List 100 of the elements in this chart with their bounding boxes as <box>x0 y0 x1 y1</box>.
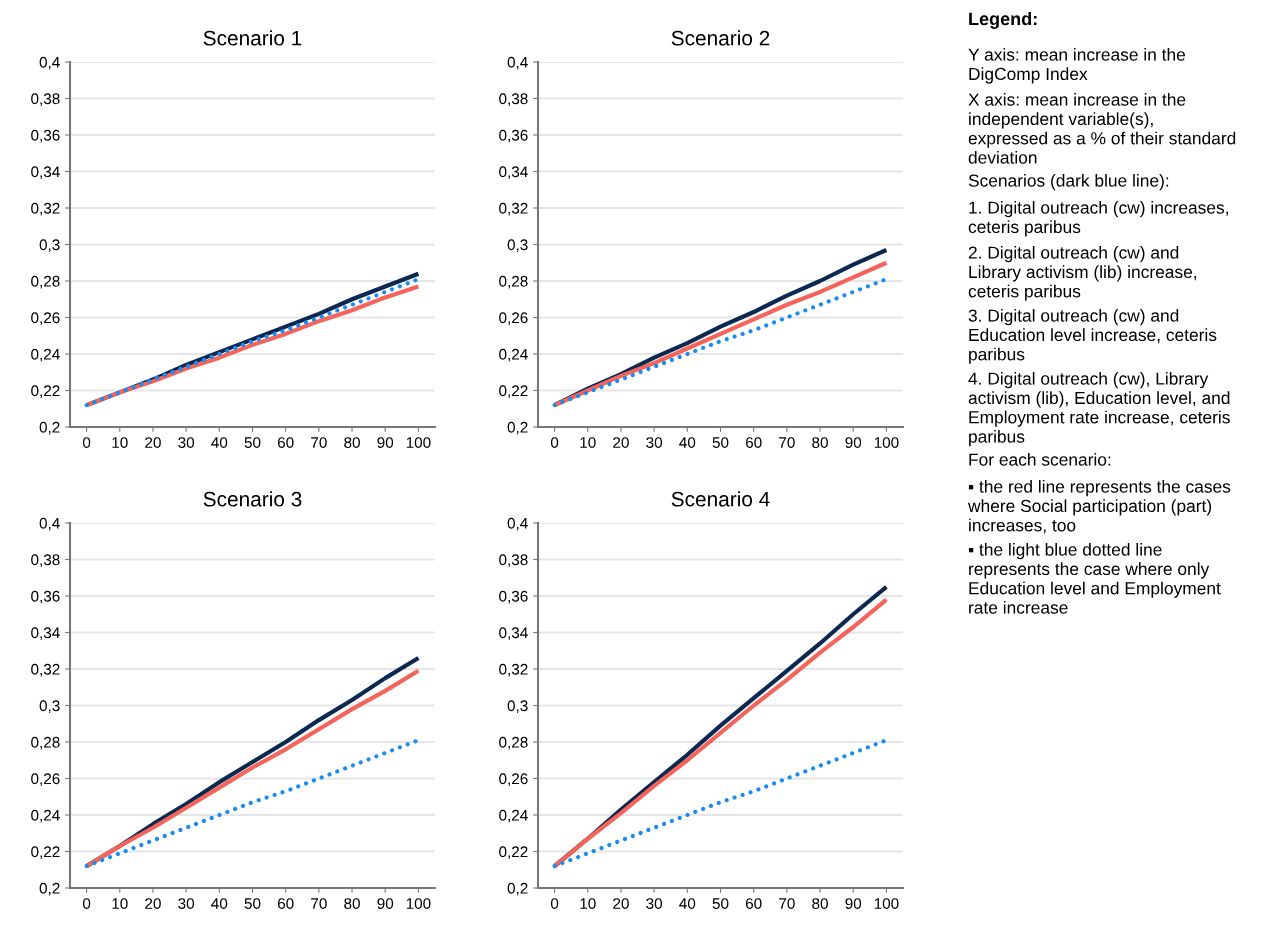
y-tick-label: 0,26 <box>499 312 528 325</box>
y-tick-label: 0,38 <box>31 93 60 106</box>
y-tick-label: 0,4 <box>507 56 528 70</box>
x-tick-label: 20 <box>145 437 161 448</box>
y-tick-label: 0,32 <box>499 663 528 677</box>
x-tick-label: 80 <box>812 898 828 909</box>
y-tick-label: 0,2 <box>507 421 528 435</box>
y-tick-label: 0,36 <box>499 590 528 604</box>
y-tick-label: 0,22 <box>499 385 528 398</box>
text: ▪ the red line represents the cases where Social participation (part) increases, too <box>967 480 1231 534</box>
y-tick-label: 0,4 <box>39 56 60 70</box>
x-tick-label: 50 <box>244 437 261 448</box>
x-tick-label: 20 <box>613 437 629 448</box>
y-tick-label: 0,24 <box>31 348 60 362</box>
text: Legend: <box>969 12 1037 29</box>
y-tick-label: 0,26 <box>499 773 528 786</box>
y-tick-label: 0,28 <box>499 275 528 289</box>
x-tick-label: 50 <box>244 898 261 909</box>
y-tick-label: 0,2 <box>39 421 60 435</box>
x-tick-label: 100 <box>874 898 899 909</box>
y-tick-label: 0,2 <box>507 882 528 896</box>
y-tick-label: 0,34 <box>31 627 60 640</box>
y-tick-label: 0,3 <box>507 239 528 252</box>
y-tick-label: 0,3 <box>39 700 60 713</box>
y-tick-label: 0,24 <box>499 348 528 362</box>
chart-title: Scenario 4 <box>671 491 770 507</box>
y-tick-label: 0,38 <box>499 554 528 567</box>
text: 2. Digital outreach (cw) and Library activism (lib) increase, ceteris paribus <box>968 246 1197 301</box>
x-tick-label: 50 <box>712 437 729 448</box>
y-tick-label: 0,2 <box>39 882 60 896</box>
y-tick-label: 0,36 <box>31 129 60 143</box>
x-tick-label: 60 <box>277 437 294 448</box>
y-tick-label: 0,36 <box>31 590 60 604</box>
y-tick-label: 0,26 <box>31 312 60 325</box>
x-tick-label: 40 <box>679 898 696 909</box>
y-tick-label: 0,4 <box>507 517 528 531</box>
x-tick-label: 10 <box>112 437 128 448</box>
x-tick-label: 0 <box>550 898 559 909</box>
x-tick-label: 30 <box>646 437 663 448</box>
x-tick-label: 80 <box>344 437 360 448</box>
x-tick-label: 0 <box>82 898 91 909</box>
x-tick-label: 10 <box>580 437 596 448</box>
chart-title: Scenario 1 <box>203 30 302 46</box>
chart-title: Scenario 3 <box>203 491 302 507</box>
x-tick-label: 70 <box>779 437 795 448</box>
y-tick-label: 0,32 <box>31 202 60 216</box>
text: Y axis: mean increase in the DigComp Index <box>968 48 1186 84</box>
y-tick-label: 0,3 <box>507 700 528 713</box>
x-tick-label: 80 <box>344 898 360 909</box>
x-tick-label: 40 <box>679 437 696 448</box>
chart-title: Scenario 2 <box>671 30 770 46</box>
y-tick-label: 0,22 <box>31 846 60 859</box>
text: 4. Digital outreach (cw), Library activism (lib), Education level, and Employment rate increase, ceteris paribus <box>968 372 1230 447</box>
y-tick-label: 0,32 <box>31 663 60 677</box>
y-tick-label: 0,24 <box>31 809 60 823</box>
y-tick-label: 0,34 <box>499 166 528 179</box>
x-tick-label: 60 <box>745 437 762 448</box>
x-tick-label: 0 <box>550 437 559 448</box>
x-tick-label: 20 <box>145 898 161 909</box>
x-tick-label: 50 <box>712 898 729 909</box>
x-tick-label: 30 <box>178 437 195 448</box>
x-tick-label: 40 <box>211 437 228 448</box>
x-tick-label: 100 <box>406 898 431 909</box>
x-tick-label: 70 <box>311 898 327 909</box>
x-tick-label: 30 <box>646 898 663 909</box>
x-tick-label: 60 <box>277 898 294 909</box>
line-series <box>552 738 889 869</box>
x-tick-label: 90 <box>377 437 394 448</box>
line-series <box>84 738 421 869</box>
y-tick-label: 0,26 <box>31 773 60 786</box>
x-tick-label: 70 <box>779 898 795 909</box>
y-tick-label: 0,4 <box>39 517 60 531</box>
x-tick-label: 90 <box>845 898 862 909</box>
x-tick-label: 80 <box>812 437 828 448</box>
x-tick-label: 100 <box>406 437 431 448</box>
text: For each scenario: <box>969 453 1111 466</box>
x-tick-label: 0 <box>82 437 91 448</box>
x-tick-label: 90 <box>377 898 394 909</box>
x-tick-label: 90 <box>845 437 862 448</box>
text: Scenarios (dark blue line): <box>968 174 1169 191</box>
y-tick-label: 0,34 <box>31 166 60 179</box>
y-tick-label: 0,34 <box>499 627 528 640</box>
text: 3. Digital outreach (cw) and Education level increase, ceteris paribus <box>968 309 1217 364</box>
x-tick-label: 40 <box>211 898 228 909</box>
y-tick-label: 0,24 <box>499 809 528 823</box>
y-tick-label: 0,3 <box>39 239 60 252</box>
x-tick-label: 10 <box>112 898 128 909</box>
x-tick-label: 70 <box>311 437 327 448</box>
y-tick-label: 0,38 <box>31 554 60 567</box>
text: 1. Digital outreach (cw) increases, ceteris paribus <box>968 201 1228 237</box>
x-tick-label: 100 <box>874 437 899 448</box>
text: ▪ the light blue dotted line represents the case where only Education level and Employment rate increase <box>968 543 1221 614</box>
x-tick-label: 60 <box>745 898 762 909</box>
x-tick-label: 20 <box>613 898 629 909</box>
y-tick-label: 0,38 <box>499 93 528 106</box>
y-tick-label: 0,28 <box>31 736 60 750</box>
y-tick-label: 0,22 <box>31 385 60 398</box>
y-tick-label: 0,28 <box>499 736 528 750</box>
y-tick-label: 0,32 <box>499 202 528 216</box>
x-tick-label: 10 <box>580 898 596 909</box>
